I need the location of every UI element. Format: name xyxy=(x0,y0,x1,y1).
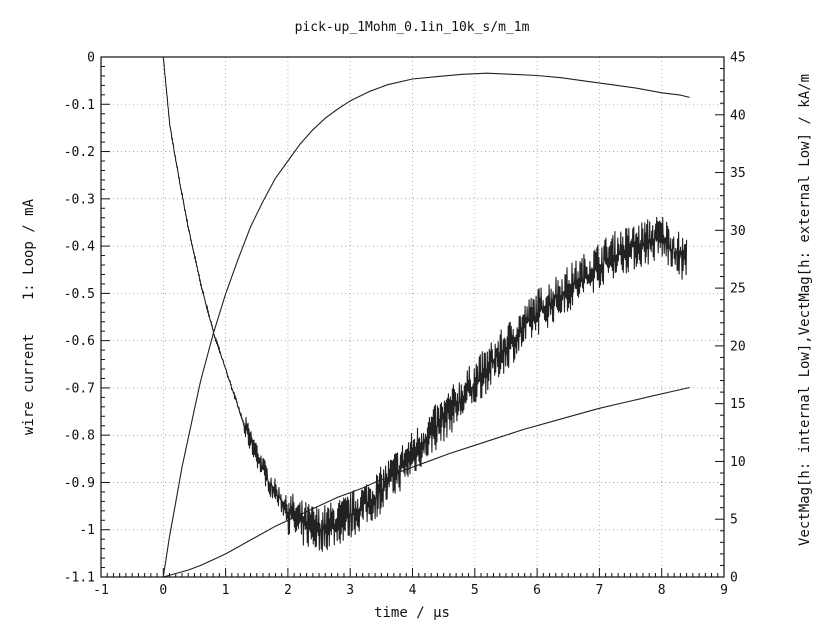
x-tick-label: 0 xyxy=(159,583,167,598)
y-left-tick-label: 0 xyxy=(87,51,95,66)
plot-frame xyxy=(100,56,725,578)
x-tick-label: 7 xyxy=(595,583,603,598)
x-tick-label: -1 xyxy=(93,583,109,598)
y-left-tick-label: -0.3 xyxy=(64,192,95,207)
x-tick-label: 9 xyxy=(720,583,728,598)
y-left-tick-label: -0.2 xyxy=(64,145,95,160)
y-right-tick-label: 0 xyxy=(730,571,738,586)
x-tick-label: 3 xyxy=(346,583,354,598)
series-line-3 xyxy=(163,386,690,578)
y-right-tick-label: 25 xyxy=(730,282,746,297)
y-right-tick-labels: 45 40 35 30 25 20 15 10 5 0 xyxy=(730,51,746,586)
y-left-tick-labels: 0 -0.1 -0.2 -0.3 -0.4 -0.5 -0.6 -0.7 -0.8 -0.9 -1 -… xyxy=(64,51,95,586)
y-left-tick-label: -1 xyxy=(79,523,95,538)
plot-lines xyxy=(162,57,690,578)
y-right-tick-label: 30 xyxy=(730,224,746,239)
grid xyxy=(101,57,724,577)
y-left-tick-label: -0.7 xyxy=(64,381,95,396)
x-tick-label: 5 xyxy=(471,583,479,598)
x-tick-labels: -1 0 1 2 3 4 5 6 7 8 9 xyxy=(93,583,728,598)
y-right-tick-label: 10 xyxy=(730,455,746,470)
x-tick-label: 4 xyxy=(409,583,417,598)
y-right-tick-label: 40 xyxy=(730,108,746,123)
y-left-axis-label: wire current 1: Loop / mA xyxy=(21,198,37,435)
series-line-2 xyxy=(162,72,690,578)
y-left-tick-label: -0.5 xyxy=(64,287,95,302)
y-left-tick-label: -0.4 xyxy=(64,240,95,255)
minor-ticks xyxy=(100,56,725,578)
y-left-tick-label: -0.9 xyxy=(64,476,95,491)
y-right-tick-label: 45 xyxy=(730,51,746,66)
x-tick-label: 1 xyxy=(222,583,230,598)
y-right-axis-label: VectMag[h: internal Low],VectMag[h: exte… xyxy=(797,74,813,546)
y-right-tick-label: 20 xyxy=(730,339,746,354)
y-left-tick-label: -0.1 xyxy=(64,98,95,113)
y-left-tick-label: -1.1 xyxy=(64,571,95,586)
x-axis-label: time / µs xyxy=(374,605,450,621)
y-left-tick-label: -0.6 xyxy=(64,334,95,349)
series-line-1 xyxy=(162,57,688,552)
x-tick-label: 6 xyxy=(533,583,541,598)
y-right-tick-label: 35 xyxy=(730,166,746,181)
x-tick-label: 2 xyxy=(284,583,292,598)
x-tick-label: 8 xyxy=(658,583,666,598)
y-right-tick-label: 15 xyxy=(730,397,746,412)
chart-title: pick-up_1Mohm_0.1in_10k_s/m_1m xyxy=(295,20,530,35)
y-left-tick-label: -0.8 xyxy=(64,429,95,444)
y-right-tick-label: 5 xyxy=(730,513,738,528)
